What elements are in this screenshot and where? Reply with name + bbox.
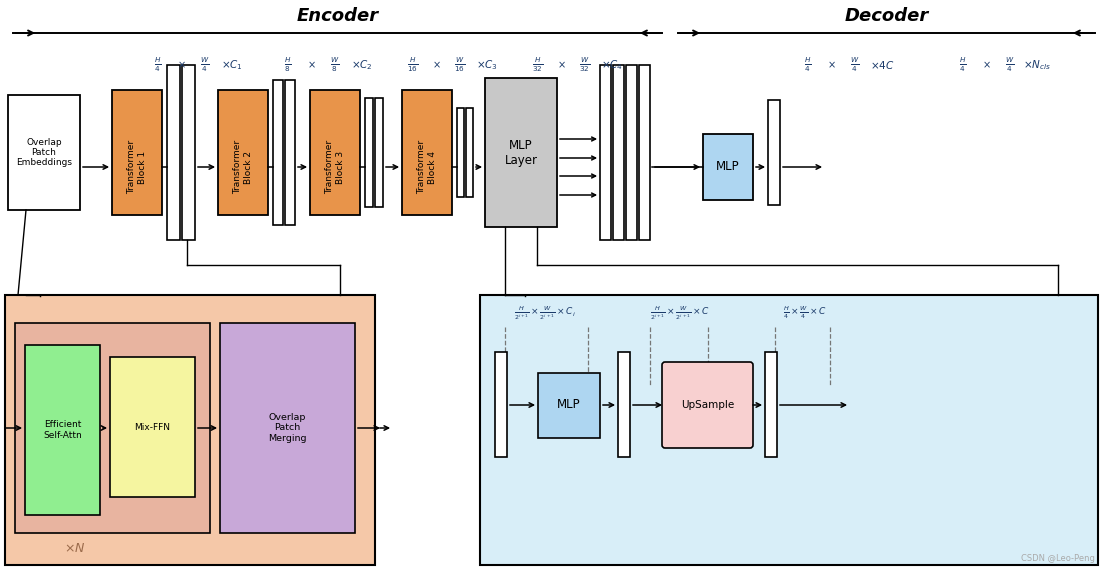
Text: UpSample: UpSample bbox=[681, 400, 734, 410]
Text: $\frac{W}{4}$: $\frac{W}{4}$ bbox=[1006, 56, 1015, 74]
Text: $\times$: $\times$ bbox=[307, 60, 316, 70]
Bar bbox=[6, 295, 375, 565]
Bar bbox=[466, 108, 473, 197]
Text: Transformer
Block 4: Transformer Block 4 bbox=[417, 140, 437, 194]
Text: Overlap
Patch
Merging: Overlap Patch Merging bbox=[268, 413, 307, 443]
Text: $\frac{W}{4}$: $\frac{W}{4}$ bbox=[200, 56, 210, 74]
Bar bbox=[538, 373, 599, 438]
Text: Transformer
Block 1: Transformer Block 1 bbox=[127, 140, 147, 194]
Text: $\times N$: $\times N$ bbox=[64, 542, 86, 554]
Bar bbox=[768, 100, 781, 205]
Text: $\times$: $\times$ bbox=[432, 60, 440, 70]
Bar bbox=[402, 90, 452, 215]
Text: $\times$: $\times$ bbox=[556, 60, 565, 70]
Bar bbox=[8, 95, 79, 210]
Text: $\times$$C_3$: $\times$$C_3$ bbox=[476, 58, 498, 72]
Text: $\frac{W}{16}$: $\frac{W}{16}$ bbox=[455, 56, 466, 74]
Text: $\frac{W}{4}$: $\frac{W}{4}$ bbox=[850, 56, 860, 74]
Text: Overlap
Patch
Embeddings: Overlap Patch Embeddings bbox=[15, 137, 72, 167]
Bar bbox=[217, 90, 268, 215]
Text: $\times$: $\times$ bbox=[827, 60, 836, 70]
Text: $\frac{W}{32}$: $\frac{W}{32}$ bbox=[580, 56, 591, 74]
Bar bbox=[25, 345, 100, 515]
Text: $\frac{H}{16}$: $\frac{H}{16}$ bbox=[407, 56, 418, 74]
Text: $\frac{H}{4}\times\frac{W}{4}\times C$: $\frac{H}{4}\times\frac{W}{4}\times C$ bbox=[783, 305, 827, 321]
Text: $\frac{H}{32}$: $\frac{H}{32}$ bbox=[532, 56, 543, 74]
Text: $\frac{H}{4}$: $\frac{H}{4}$ bbox=[155, 56, 161, 74]
Text: CSDN @Leo-Peng: CSDN @Leo-Peng bbox=[1021, 554, 1095, 563]
Text: MLP: MLP bbox=[558, 398, 581, 412]
Bar bbox=[365, 98, 373, 207]
Text: $\frac{H}{4}$: $\frac{H}{4}$ bbox=[805, 56, 811, 74]
Bar bbox=[480, 295, 1098, 565]
Text: MLP: MLP bbox=[716, 160, 740, 174]
Text: Transformer
Block 2: Transformer Block 2 bbox=[233, 140, 253, 194]
Text: $\frac{H}{8}$: $\frac{H}{8}$ bbox=[284, 56, 291, 74]
Text: Encoder: Encoder bbox=[297, 7, 379, 25]
Text: $\times$: $\times$ bbox=[177, 60, 185, 70]
Text: $\times$$4C$: $\times$$4C$ bbox=[870, 59, 894, 71]
Text: Efficient
Self-Attn: Efficient Self-Attn bbox=[43, 420, 82, 440]
Bar bbox=[639, 65, 650, 240]
Text: $\times$: $\times$ bbox=[981, 60, 990, 70]
Bar bbox=[112, 90, 162, 215]
Text: MLP
Layer: MLP Layer bbox=[505, 139, 538, 167]
Bar bbox=[703, 135, 753, 200]
Bar bbox=[495, 352, 507, 457]
Text: $\times$$C_1$: $\times$$C_1$ bbox=[221, 58, 243, 72]
Bar bbox=[273, 80, 283, 225]
Bar bbox=[765, 352, 777, 457]
Bar bbox=[485, 78, 558, 227]
Text: $\frac{H}{2^{i+1}}\times\frac{W}{2^{i+1}}\times C$: $\frac{H}{2^{i+1}}\times\frac{W}{2^{i+1}… bbox=[650, 304, 710, 322]
Text: Mix-FFN: Mix-FFN bbox=[135, 423, 170, 431]
Bar bbox=[220, 323, 355, 533]
Text: $\times$$C_4$: $\times$$C_4$ bbox=[601, 58, 623, 72]
Text: $\frac{H}{4}$: $\frac{H}{4}$ bbox=[959, 56, 967, 74]
Bar bbox=[310, 90, 360, 215]
Bar bbox=[110, 357, 195, 497]
Bar bbox=[182, 65, 195, 240]
Bar bbox=[167, 65, 180, 240]
Text: $\frac{H}{2^{i+1}}\times\frac{W}{2^{i+1}}\times C_i$: $\frac{H}{2^{i+1}}\times\frac{W}{2^{i+1}… bbox=[514, 304, 576, 322]
Text: $\frac{W}{8}$: $\frac{W}{8}$ bbox=[330, 56, 340, 74]
Bar bbox=[15, 323, 210, 533]
Bar bbox=[618, 352, 630, 457]
Text: Transformer
Block 3: Transformer Block 3 bbox=[326, 140, 344, 194]
Bar bbox=[285, 80, 295, 225]
Bar bbox=[375, 98, 383, 207]
Bar bbox=[599, 65, 611, 240]
Text: $\times$$C_2$: $\times$$C_2$ bbox=[351, 58, 373, 72]
Text: Decoder: Decoder bbox=[845, 7, 928, 25]
Bar bbox=[626, 65, 637, 240]
FancyBboxPatch shape bbox=[662, 362, 753, 448]
Text: $\times$$N_{cls}$: $\times$$N_{cls}$ bbox=[1023, 58, 1051, 72]
Bar bbox=[613, 65, 624, 240]
Bar bbox=[457, 108, 464, 197]
